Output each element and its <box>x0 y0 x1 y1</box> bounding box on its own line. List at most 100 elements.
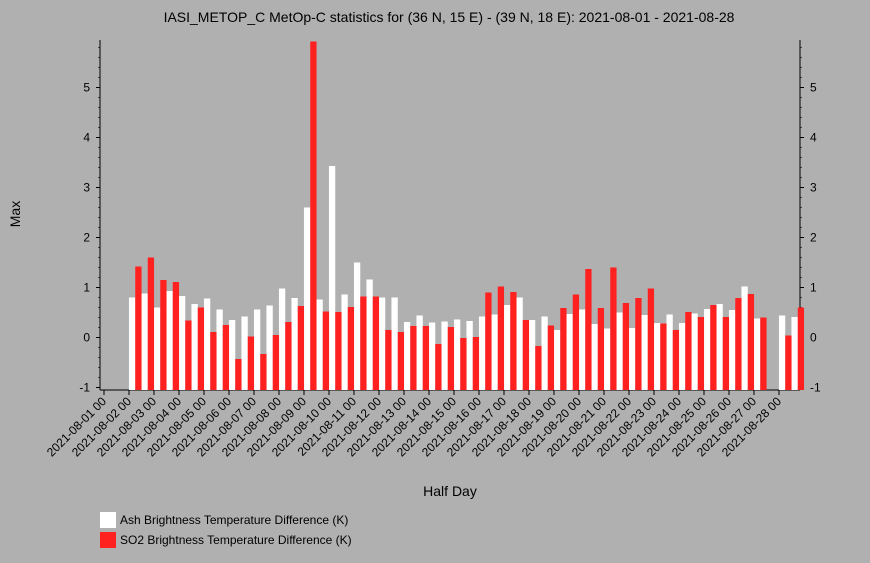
ash-bar <box>716 304 723 390</box>
so2-bar <box>185 320 192 390</box>
so2-bar <box>572 294 580 390</box>
ash-bar <box>291 298 298 390</box>
so2-bar <box>297 306 305 390</box>
y-tick-label-left: 5 <box>83 81 90 95</box>
y-tick-label-right: 5 <box>810 81 817 95</box>
ash-bar <box>666 314 673 390</box>
ash-bar <box>628 328 636 390</box>
y-tick-label-left: -1 <box>79 381 90 395</box>
so2-bar <box>335 312 342 390</box>
ash-bar <box>253 309 261 390</box>
so2-bar <box>785 335 792 390</box>
so2-bar <box>660 323 667 390</box>
so2-bar <box>497 286 505 390</box>
ash-bar <box>578 309 586 390</box>
ash-bar <box>466 321 473 390</box>
ash-bar <box>128 297 136 390</box>
so2-bar <box>535 346 542 390</box>
so2-bar <box>622 303 630 390</box>
so2-bar <box>735 298 742 390</box>
ash-bar <box>791 317 798 390</box>
ash-bar <box>491 314 498 390</box>
so2-bar <box>172 282 180 390</box>
so2-bar <box>722 317 730 390</box>
so2-bar <box>485 292 492 390</box>
ash-bar <box>616 312 623 390</box>
ash-bar <box>153 307 161 390</box>
y-tick-label-right: 4 <box>810 131 817 145</box>
ash-bar <box>428 322 436 390</box>
y-tick-label-left: 0 <box>83 331 90 345</box>
so2-bar <box>685 312 692 390</box>
so2-bar <box>210 332 217 390</box>
so2-bar <box>147 257 155 390</box>
so2-bar <box>160 280 167 390</box>
ash-bar <box>303 207 311 390</box>
so2-bar <box>385 330 392 390</box>
ash-bar <box>653 323 661 390</box>
ash-bar <box>328 166 336 390</box>
ash-bar <box>478 316 486 390</box>
so2-bar <box>410 326 417 390</box>
ash-bar <box>416 315 423 390</box>
y-tick-label-right: 2 <box>810 231 817 245</box>
so2-bar <box>460 338 467 390</box>
so2-bar <box>197 307 205 390</box>
y-tick-label-right: 3 <box>810 181 817 195</box>
ash-bar <box>691 313 698 390</box>
ash-bar <box>728 310 736 390</box>
ash-bar <box>741 286 748 390</box>
ash-bar <box>778 315 786 390</box>
legend-label-so2: SO2 Brightness Temperature Difference (K… <box>120 533 352 547</box>
ash-bar <box>703 309 711 390</box>
so2-bar <box>360 296 367 390</box>
ash-bar <box>141 293 148 390</box>
ash-bar <box>316 299 323 390</box>
y-tick-label-left: 4 <box>83 131 90 145</box>
so2-bar <box>397 332 405 390</box>
so2-bar <box>260 354 267 390</box>
so2-bar <box>560 308 567 390</box>
legend-swatch-so2 <box>100 532 116 548</box>
so2-bar <box>435 344 442 390</box>
so2-bar <box>372 296 380 390</box>
so2-bar <box>472 337 480 390</box>
ash-bar <box>353 262 361 390</box>
so2-bar <box>510 292 517 390</box>
ash-bar <box>178 296 186 390</box>
so2-bar <box>747 294 755 390</box>
ash-bar <box>753 318 761 390</box>
legend-item-so2: SO2 Brightness Temperature Difference (K… <box>100 532 352 548</box>
so2-bar <box>672 330 680 390</box>
so2-bar <box>697 317 705 390</box>
ash-bar <box>241 316 248 390</box>
so2-bar <box>647 288 655 390</box>
ash-bar <box>441 321 448 390</box>
ash-bar <box>516 297 523 390</box>
ash-bar <box>266 305 273 390</box>
ash-bar <box>341 294 348 390</box>
so2-bar <box>635 298 642 390</box>
so2-bar <box>585 269 592 390</box>
legend-label-ash: Ash Brightness Temperature Difference (K… <box>120 513 349 527</box>
y-tick-label-left: 2 <box>83 231 90 245</box>
so2-bar <box>760 317 767 390</box>
so2-bar <box>322 311 330 390</box>
so2-bar <box>610 267 617 390</box>
so2-bar <box>235 359 242 390</box>
y-tick-label-right: 0 <box>810 331 817 345</box>
so2-bar <box>547 325 555 390</box>
legend-item-ash: Ash Brightness Temperature Difference (K… <box>100 512 348 528</box>
so2-bar <box>285 322 292 390</box>
so2-bar <box>447 327 455 390</box>
ash-bar <box>228 320 236 390</box>
so2-bar <box>710 305 717 390</box>
ash-bar <box>603 328 611 390</box>
ash-bar <box>591 324 598 390</box>
ash-bar <box>216 309 223 390</box>
so2-bar <box>422 326 430 390</box>
ash-bar <box>541 316 548 390</box>
chart-title: IASI_METOP_C MetOp-C statistics for (36 … <box>163 9 735 25</box>
ash-bar <box>378 297 386 390</box>
so2-bar <box>135 266 142 390</box>
